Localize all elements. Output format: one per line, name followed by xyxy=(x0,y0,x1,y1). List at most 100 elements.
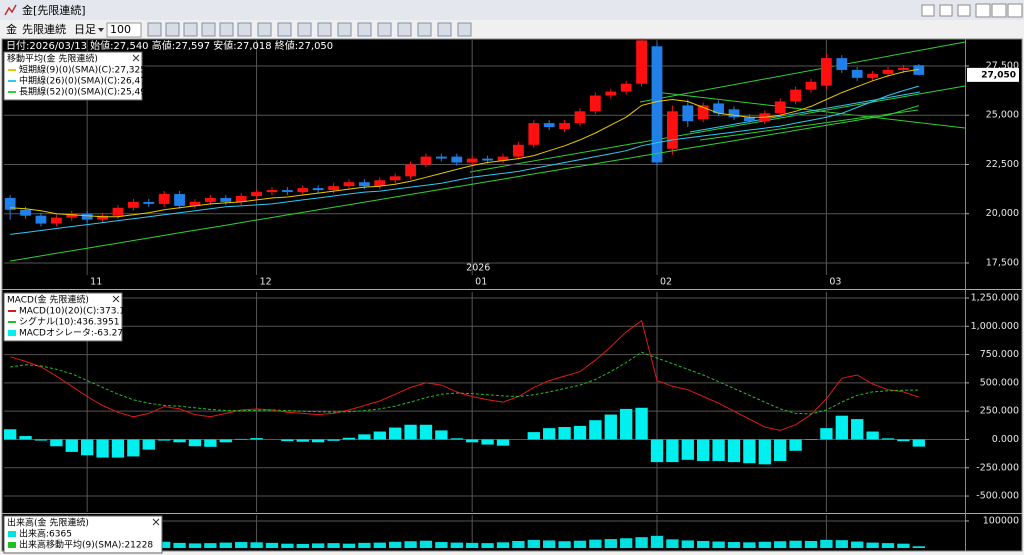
tool-icon[interactable] xyxy=(437,22,452,37)
count-value[interactable]: 100 xyxy=(110,23,131,36)
candle-body xyxy=(466,158,478,163)
symbol-label[interactable]: 金 xyxy=(6,22,17,36)
pin-button[interactable] xyxy=(939,4,953,17)
candle-body xyxy=(420,156,432,165)
volume-bar xyxy=(404,541,417,548)
y-tick-label: 750.000 xyxy=(980,349,1019,360)
tool-icon[interactable] xyxy=(183,22,198,37)
volume-bar xyxy=(527,539,540,548)
volume-bar xyxy=(312,543,325,548)
oscillator-bar xyxy=(342,437,356,440)
volume-bar xyxy=(496,542,510,548)
oscillator-bar xyxy=(758,439,771,465)
oscillator-bar xyxy=(158,439,171,441)
volume-bar xyxy=(435,542,448,548)
tool-icon[interactable] xyxy=(277,22,292,37)
volume-bar xyxy=(866,542,879,548)
candle-body xyxy=(312,188,324,191)
oscillator-bar xyxy=(281,439,294,442)
legend-entry: 短期線(9)(0)(SMA)(C):27,325 xyxy=(19,64,146,76)
candle-body xyxy=(35,215,47,224)
candle-body xyxy=(851,69,863,78)
link-button[interactable] xyxy=(921,4,935,17)
oscillator-bar xyxy=(712,439,725,461)
window-buttons xyxy=(921,3,1023,18)
chart-area xyxy=(1,38,1023,552)
tool-icon[interactable] xyxy=(237,22,252,37)
volume-bar xyxy=(558,541,571,548)
last-price-label: 27,050 xyxy=(981,70,1016,80)
volume-bar xyxy=(681,540,694,548)
moving-average-line xyxy=(10,85,919,235)
oscillator-bar xyxy=(173,439,186,443)
volume-bar xyxy=(158,541,171,548)
oscillator-bar xyxy=(404,424,417,440)
volume-bar xyxy=(604,539,617,548)
tool-icon[interactable] xyxy=(219,22,234,37)
tool-icon[interactable] xyxy=(147,22,162,37)
candle-body xyxy=(189,201,201,206)
period-arrow[interactable] xyxy=(98,28,104,32)
candle-body xyxy=(713,103,724,114)
oscillator-bar xyxy=(435,430,448,440)
tool-icon[interactable] xyxy=(417,22,432,37)
tool-icon[interactable] xyxy=(257,22,272,37)
candle-body xyxy=(112,207,124,216)
oscillator-bar xyxy=(496,439,510,446)
oscillator-bar xyxy=(235,438,248,440)
y-tick-label: 20,000 xyxy=(986,208,1019,219)
oscillator-bar xyxy=(327,439,340,441)
tool-icon[interactable] xyxy=(457,22,472,37)
legend-title: 出来高(金 先限連続) xyxy=(7,517,89,529)
tool-icon[interactable] xyxy=(165,22,180,37)
candle-body xyxy=(81,213,93,220)
legend-entry: MACDオシレータ:-63.2799 xyxy=(19,328,135,339)
candle-body xyxy=(66,213,78,218)
tool-icon[interactable] xyxy=(201,22,216,37)
volume-bar xyxy=(789,540,802,548)
tool-icon[interactable] xyxy=(397,22,412,37)
tool-icon[interactable] xyxy=(377,22,392,37)
oscillator-bar xyxy=(620,408,633,440)
y-tick-label: 22,500 xyxy=(986,159,1019,170)
volume-bar xyxy=(219,542,232,548)
candle-body xyxy=(174,194,185,206)
oscillator-bar xyxy=(558,427,571,440)
candle-body xyxy=(543,123,555,128)
tool-icon[interactable] xyxy=(357,22,372,37)
oscillator-bar xyxy=(543,428,556,440)
moving-average-line xyxy=(10,68,919,218)
legend-box xyxy=(3,51,143,101)
volume-bar xyxy=(358,542,371,548)
candle-body xyxy=(451,156,463,163)
moving-average-line xyxy=(10,105,919,262)
tool-icon[interactable] xyxy=(297,22,312,37)
volume-bar xyxy=(188,543,202,548)
oscillator-bar xyxy=(804,439,818,441)
legend-swatch xyxy=(8,542,16,548)
oscillator-bar xyxy=(897,439,910,442)
volume-bar xyxy=(712,541,725,548)
candle-body xyxy=(497,156,509,161)
volume-bar xyxy=(851,541,864,548)
candle-body xyxy=(774,101,786,114)
volume-bar xyxy=(697,540,710,548)
volume-bar xyxy=(650,535,664,548)
last-price-box xyxy=(967,67,1019,82)
oscillator-bar xyxy=(881,438,895,440)
copy-button[interactable] xyxy=(957,4,971,17)
tool-icon[interactable] xyxy=(317,22,332,37)
tool-icon[interactable] xyxy=(337,22,352,37)
period-select[interactable]: 日足 xyxy=(74,23,96,36)
oscillator-bar xyxy=(219,439,232,443)
contract-label[interactable]: 先限連続 xyxy=(22,22,66,36)
oscillator-bar xyxy=(835,415,848,440)
count-input[interactable] xyxy=(106,22,142,38)
legend-entry: 出来高:6365 xyxy=(19,528,72,540)
legend-entry: 長期線(52)(0)(SMA)(C):25,490 xyxy=(19,86,152,98)
minimize-button[interactable] xyxy=(975,3,991,18)
candle-body xyxy=(50,217,62,224)
maximize-button[interactable] xyxy=(991,3,1007,18)
volume-bar xyxy=(543,540,556,548)
close-button[interactable] xyxy=(1007,3,1023,18)
